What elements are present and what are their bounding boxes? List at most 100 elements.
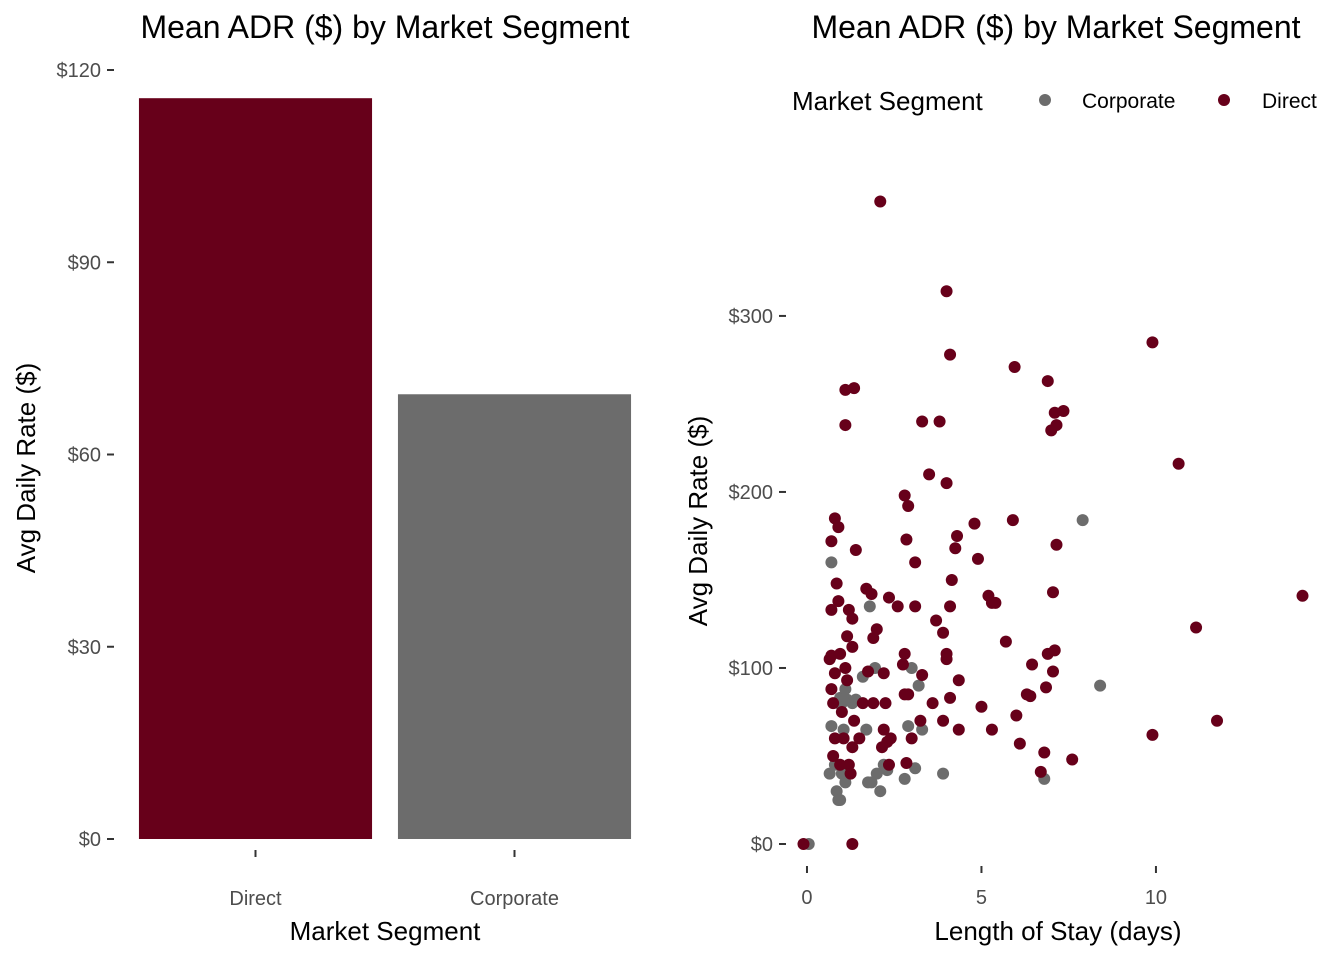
scatter-point-direct [916,669,929,682]
scatter-point-corporate [839,776,852,789]
scatter-point-direct [933,415,946,428]
scatter-point-direct [856,697,869,710]
bar-y-tick-label: $60 [68,445,101,467]
scatter-point-direct [823,653,836,666]
scatter-point-direct [839,419,852,432]
scatter-point-corporate [1076,514,1089,527]
bar-direct [138,98,373,840]
scatter-point-corporate [825,556,838,569]
bar-x-tick-label: Corporate [470,888,559,910]
scatter-point-direct [841,674,854,687]
scatter-point-direct [1047,665,1059,678]
scatter-point-direct [944,348,957,361]
scatter-point-direct [898,489,911,502]
scatter-point-corporate [902,720,915,733]
scatter-point-direct [832,521,845,534]
scatter-point-direct [945,573,958,586]
bar-y-tick-label: $120 [57,60,102,82]
scatter-point-direct [1010,709,1023,722]
scatter-point-direct [835,705,848,718]
scatter-point-direct [1008,360,1021,373]
scatter-point-direct [830,577,843,590]
scatter-point-direct [825,683,838,696]
scatter-point-direct [909,600,922,613]
scatter-chart-panel: Mean ADR ($) by Market Segment Market Se… [683,9,1317,946]
scatter-point-corporate [912,679,925,692]
scatter-point-direct [1296,589,1309,602]
scatter-point-direct [884,732,897,745]
scatter-point-corporate [823,767,836,780]
scatter-points [797,195,1309,850]
scatter-point-direct [841,630,854,643]
scatter-point-direct [879,697,892,710]
scatter-point-direct [940,653,953,666]
scatter-point-direct [937,714,950,727]
scatter-point-direct [1026,658,1039,671]
scatter-y-tick-label: $300 [729,306,774,328]
bar-y-tick-label: $90 [68,252,101,274]
scatter-point-direct [949,542,962,555]
scatter-point-direct [999,635,1012,648]
scatter-point-direct [1024,690,1037,703]
scatter-y-tick-label: $200 [729,482,774,504]
scatter-point-direct [882,591,895,604]
scatter-point-direct [1041,375,1054,388]
scatter-point-direct [874,195,887,208]
bar-x-axis-title: Market Segment [290,916,482,946]
scatter-point-direct [1047,586,1059,599]
scatter-x-tick-label: 10 [1145,887,1167,909]
scatter-point-direct [1146,728,1159,741]
scatter-y-tick-label: $100 [729,658,774,680]
scatter-point-direct [825,535,838,548]
legend-title: Market Segment [792,86,984,116]
scatter-point-direct [926,697,939,710]
scatter-point-direct [846,838,859,850]
bar-y-tick-label: $30 [68,637,101,659]
scatter-point-direct [944,600,957,613]
scatter-point-direct [937,626,950,639]
scatter-point-direct [1048,644,1061,657]
scatter-point-direct [837,732,850,745]
scatter-x-axis: 0 5 10 [801,866,1167,909]
legend-label-corporate: Corporate [1082,90,1175,113]
scatter-point-direct [898,647,911,660]
scatter-point-direct [877,723,890,736]
scatter-point-direct [825,603,838,616]
scatter-point-direct [853,732,866,745]
scatter-point-direct [1172,457,1185,470]
scatter-y-tick-label: $0 [751,834,773,856]
scatter-point-direct [905,732,918,745]
scatter-point-direct [951,529,964,542]
scatter-point-corporate [874,785,887,798]
scatter-point-direct [952,674,965,687]
scatter-point-direct [940,285,953,298]
bar-y-axis: $0 $30 $60 $90 $120 [57,60,114,851]
scatter-point-direct [930,614,943,627]
scatter-legend: Market Segment Corporate Direct [792,86,1317,116]
scatter-point-direct [827,697,840,710]
scatter-y-axis-title: Avg Daily Rate ($) [683,416,713,627]
scatter-point-direct [848,714,861,727]
legend-label-direct: Direct [1262,90,1317,113]
scatter-point-corporate [870,767,883,780]
scatter-point-corporate [825,720,838,733]
scatter-point-corporate [863,600,876,613]
scatter-point-direct [849,544,862,557]
scatter-point-corporate [834,793,847,806]
scatter-point-direct [1146,336,1159,349]
scatter-point-direct [989,596,1002,609]
scatter-point-direct [877,667,890,680]
scatter-point-direct [848,382,861,395]
scatter-point-direct [975,700,988,713]
bar-y-axis-title: Avg Daily Rate ($) [11,363,41,574]
scatter-point-direct [867,697,880,710]
scatter-point-direct [909,556,922,569]
bar-chart-title: Mean ADR ($) by Market Segment [140,9,629,45]
scatter-point-direct [865,588,878,601]
scatter-point-direct [985,723,998,736]
scatter-point-direct [902,500,915,513]
scatter-point-corporate [909,762,922,775]
scatter-point-corporate [937,767,950,780]
scatter-point-direct [828,732,841,745]
scatter-point-direct [971,552,984,565]
